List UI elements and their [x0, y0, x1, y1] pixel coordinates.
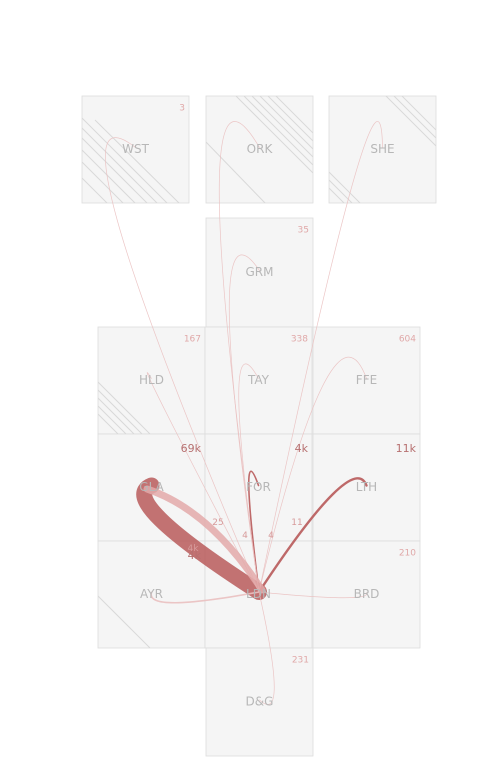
- cell-label-grm: GRM: [246, 265, 274, 279]
- flow-ldn-to-dg: [258, 591, 275, 705]
- hatch-layer: [82, 96, 436, 648]
- hatch-ork-line: [243, 96, 313, 166]
- cell-value-ffe: 604: [399, 335, 416, 345]
- hatch-hld-line: [98, 405, 127, 434]
- labels-layer: WST 3 ORK SHE GRM 35 HLD 167 TAY 338 FFE 604 GLA 69k F…: [122, 104, 417, 709]
- flow-ldn-to-for: [247, 470, 260, 593]
- flow-ldn-to-grm: [228, 254, 260, 593]
- cell-she: [328, 95, 437, 204]
- hatch-ork-line: [235, 96, 313, 174]
- cell-value-hld: 167: [184, 335, 201, 345]
- cell-wst: [81, 95, 190, 204]
- flow-ldn-to-wst: [105, 137, 260, 593]
- hatch-wst-line: [82, 177, 108, 203]
- cell-label-lth: LTH: [356, 480, 377, 494]
- flow-label-for: 4: [242, 531, 248, 541]
- cell-label-ldn: LDN: [246, 587, 271, 601]
- flow-label-ayr: 4k: [188, 544, 200, 554]
- hatch-wst-line: [82, 161, 124, 203]
- hatch-hld-line: [98, 413, 119, 434]
- hatch-she-line: [329, 179, 353, 203]
- cell-lth: [312, 433, 421, 542]
- hatch-wst: [82, 117, 180, 203]
- hatch-ork-line: [206, 141, 266, 203]
- hatch-ork-line: [251, 96, 313, 158]
- flows-layer: [105, 121, 383, 705]
- cell-value-wst: 3: [179, 104, 185, 114]
- hatch-ork-line: [267, 96, 313, 142]
- flow-ldn-to-lth: [257, 477, 368, 594]
- flow-ldn-to-ffe: [258, 356, 367, 593]
- cell-value-for: 4k: [295, 442, 309, 455]
- cell-label-gla: GLA: [139, 480, 164, 494]
- flow-label-for-right: 4: [268, 531, 274, 541]
- cell-tay: [204, 326, 313, 435]
- hatch-she-line: [393, 96, 436, 139]
- hatch-she: [329, 96, 436, 203]
- flow-label-lth: 11: [291, 518, 302, 528]
- cell-value-tay: 338: [291, 335, 308, 345]
- cell-value-gla: 69k: [181, 442, 202, 455]
- hatch-wst-line: [82, 149, 136, 203]
- hatch-hld-line: [98, 397, 135, 434]
- cell-label-wst: WST: [122, 142, 149, 156]
- flow-label-gla: 25: [212, 518, 223, 528]
- hatch-hld-line: [98, 389, 143, 434]
- cell-label-she: SHE: [370, 142, 394, 156]
- cell-value-ayr: 4k: [188, 549, 202, 562]
- flow-ldn-to-brd: [258, 591, 367, 599]
- hatch-she-line: [401, 96, 436, 131]
- cell-value-dg: 231: [292, 656, 309, 666]
- hatch-ayr: [98, 595, 151, 648]
- hatch-hld-line: [98, 381, 151, 434]
- cells-layer: [81, 95, 437, 757]
- hatch-hld: [98, 381, 151, 434]
- cell-label-ffe: FFE: [356, 373, 377, 387]
- cell-ork: [205, 95, 314, 204]
- cell-label-for: FOR: [246, 480, 271, 494]
- hatch-she-line: [329, 171, 361, 203]
- cell-label-brd: BRD: [354, 587, 380, 601]
- flow-ldn-to-ork: [218, 121, 260, 593]
- flow-ldn-to-she: [258, 121, 383, 593]
- flow-ldn-to-hld: [146, 372, 260, 593]
- cell-grm: [205, 217, 314, 328]
- hatch-ork-line: [275, 96, 313, 134]
- hatch-ork-line: [259, 96, 313, 150]
- hatch-wst-line: [82, 137, 148, 203]
- cell-value-brd: 210: [399, 549, 416, 559]
- hatch-she-line: [329, 187, 345, 203]
- hatch-wst-line: [82, 117, 168, 203]
- cell-label-dg: D&G: [246, 695, 274, 709]
- cell-label-hld: HLD: [139, 373, 164, 387]
- hatch-ayr-line: [98, 595, 151, 648]
- hatch-ork: [206, 96, 313, 203]
- cell-label-tay: TAY: [247, 373, 270, 387]
- hatch-she-line: [385, 96, 436, 147]
- cell-label-ayr: AYR: [140, 587, 163, 601]
- cell-label-ork: ORK: [247, 142, 274, 156]
- flow-ldn-to-ayr: [150, 591, 260, 604]
- cell-dg: [205, 647, 314, 757]
- cell-value-grm: 35: [298, 226, 309, 236]
- hatch-wst-line: [94, 119, 180, 203]
- hatch-wst-line: [82, 127, 158, 203]
- flow-band-gla: [143, 485, 266, 594]
- cell-value-lth: 11k: [396, 442, 417, 455]
